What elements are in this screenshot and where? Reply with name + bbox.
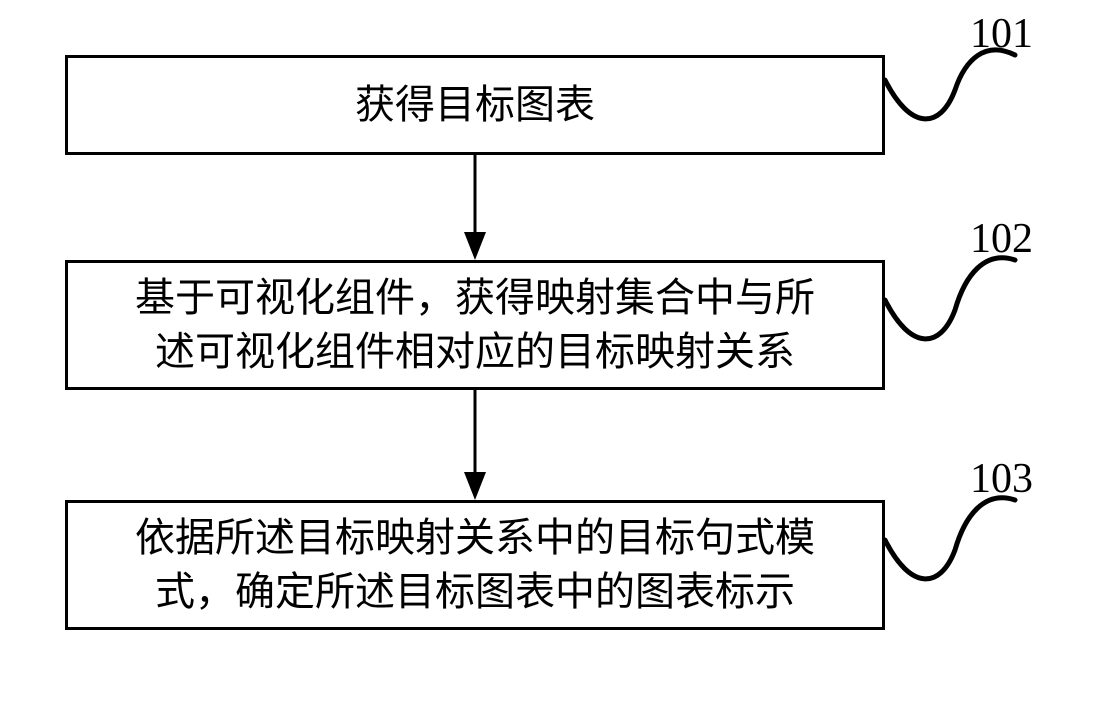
flow-arrow — [0, 0, 1106, 719]
flowchart-canvas: 获得目标图表101基于可视化组件，获得映射集合中与所述可视化组件相对应的目标映射… — [0, 0, 1106, 719]
